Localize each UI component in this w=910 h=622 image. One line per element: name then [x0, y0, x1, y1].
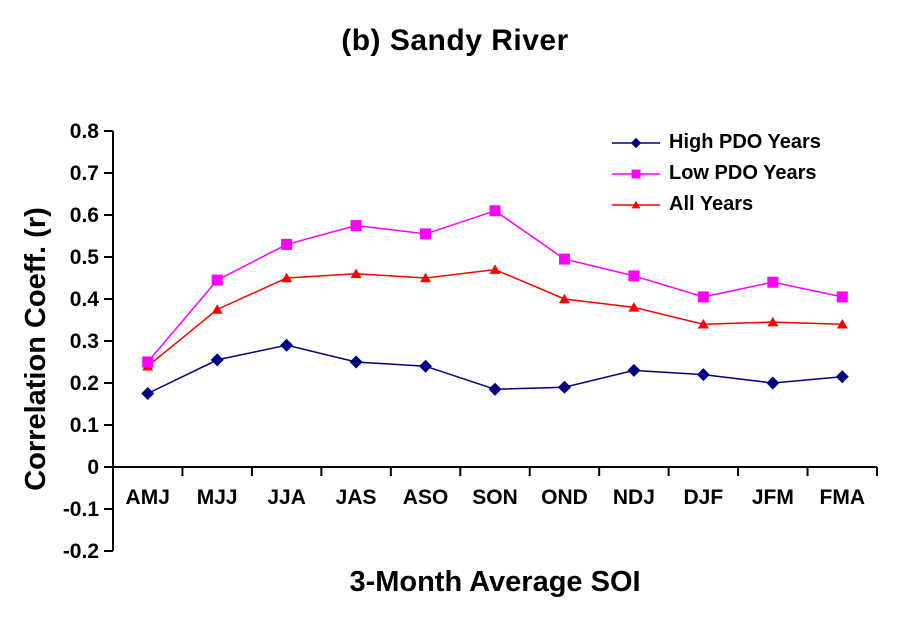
x-tick-label: FMA — [820, 486, 866, 509]
triangle-marker-icon — [836, 318, 848, 329]
triangle-marker-icon — [420, 272, 432, 283]
square-marker-icon — [489, 205, 501, 217]
diamond-marker-icon — [835, 370, 849, 384]
legend-label: Low PDO Years — [669, 162, 817, 184]
diamond-marker-icon — [612, 137, 660, 148]
series-high-pdo-years — [141, 338, 849, 400]
triangle-marker-icon — [628, 302, 640, 312]
x-tick-label: NDJ — [613, 486, 655, 509]
square-marker-icon — [281, 238, 293, 250]
y-tick-label: 0.4 — [70, 288, 100, 311]
legend-label: High PDO Years — [669, 131, 821, 153]
x-tick-label: MJJ — [197, 486, 238, 509]
series-low-pdo-years — [142, 205, 848, 368]
series-line — [147, 268, 843, 367]
legend-label: All Years — [669, 193, 754, 215]
x-tick-label: ASO — [403, 486, 449, 509]
diamond-marker-icon — [419, 359, 433, 373]
y-tick-label: 0.3 — [70, 330, 99, 353]
y-tick-label: 0.7 — [70, 162, 99, 185]
square-marker-icon — [558, 253, 570, 265]
series-line — [147, 209, 843, 363]
triangle-marker-icon — [211, 304, 223, 314]
y-tick-label: 0.2 — [70, 372, 99, 395]
triangle-marker-icon — [489, 264, 501, 274]
square-marker-icon — [767, 276, 779, 288]
x-axis-title: 3-Month Average SOI — [349, 566, 641, 598]
series-all-years — [142, 264, 848, 371]
square-marker-icon — [697, 291, 709, 303]
y-tick-label: -0.2 — [63, 540, 99, 563]
x-tick-label: OND — [541, 486, 588, 509]
diamond-marker-icon — [696, 368, 710, 382]
square-marker-icon — [420, 228, 432, 240]
diamond-marker-icon — [141, 387, 155, 400]
diamond-marker-icon — [349, 355, 363, 369]
triangle-marker-icon — [697, 318, 709, 329]
y-tick-label: 0.1 — [70, 414, 100, 437]
legend-item-high-pdo-years: High PDO Years — [610, 127, 821, 158]
diamond-marker-icon — [627, 363, 641, 377]
diamond-marker-icon — [557, 380, 571, 394]
x-tick-label: AMJ — [126, 486, 170, 509]
x-tick-label: JAS — [336, 486, 377, 509]
diamond-marker-icon — [630, 137, 642, 148]
triangle-marker-icon — [281, 272, 293, 283]
triangle-marker-icon — [558, 293, 570, 304]
triangle-marker-icon — [612, 200, 660, 208]
legend: High PDO Years Low PDO Years All Years — [610, 127, 821, 220]
x-tick-label: SON — [472, 486, 518, 509]
x-tick-label: JFM — [752, 486, 794, 509]
y-tick-label: -0.1 — [63, 498, 100, 521]
y-tick-label: 0 — [87, 456, 99, 479]
diamond-marker-icon — [766, 376, 780, 390]
square-marker-icon — [628, 270, 640, 282]
legend-item-all-years: All Years — [610, 189, 821, 220]
square-marker-icon — [612, 169, 660, 178]
triangle-marker-icon — [350, 268, 362, 279]
diamond-marker-icon — [280, 338, 294, 352]
axes: 0.8 0.7 0.6 0.5 0.4 0.3 0.2 0.1 0 -0.1 -0.2 AMJ MJJ J… — [63, 120, 878, 563]
x-tick-label: JJA — [267, 486, 306, 509]
diamond-marker-icon — [488, 382, 502, 396]
triangle-marker-icon — [767, 316, 779, 327]
legend-item-low-pdo-years: Low PDO Years — [610, 158, 821, 189]
chart-title: (b) Sandy River — [341, 24, 569, 57]
square-marker-icon — [350, 220, 362, 231]
square-marker-icon — [142, 356, 154, 368]
square-marker-icon — [631, 169, 641, 178]
y-tick-label: 0.8 — [70, 120, 100, 143]
square-marker-icon — [211, 274, 223, 286]
y-tick-label: 0.6 — [70, 204, 99, 227]
square-marker-icon — [836, 291, 848, 303]
diamond-marker-icon — [210, 353, 224, 367]
y-tick-label: 0.5 — [70, 246, 100, 269]
x-tick-label: DJF — [684, 486, 724, 509]
triangle-marker-icon — [631, 200, 641, 208]
